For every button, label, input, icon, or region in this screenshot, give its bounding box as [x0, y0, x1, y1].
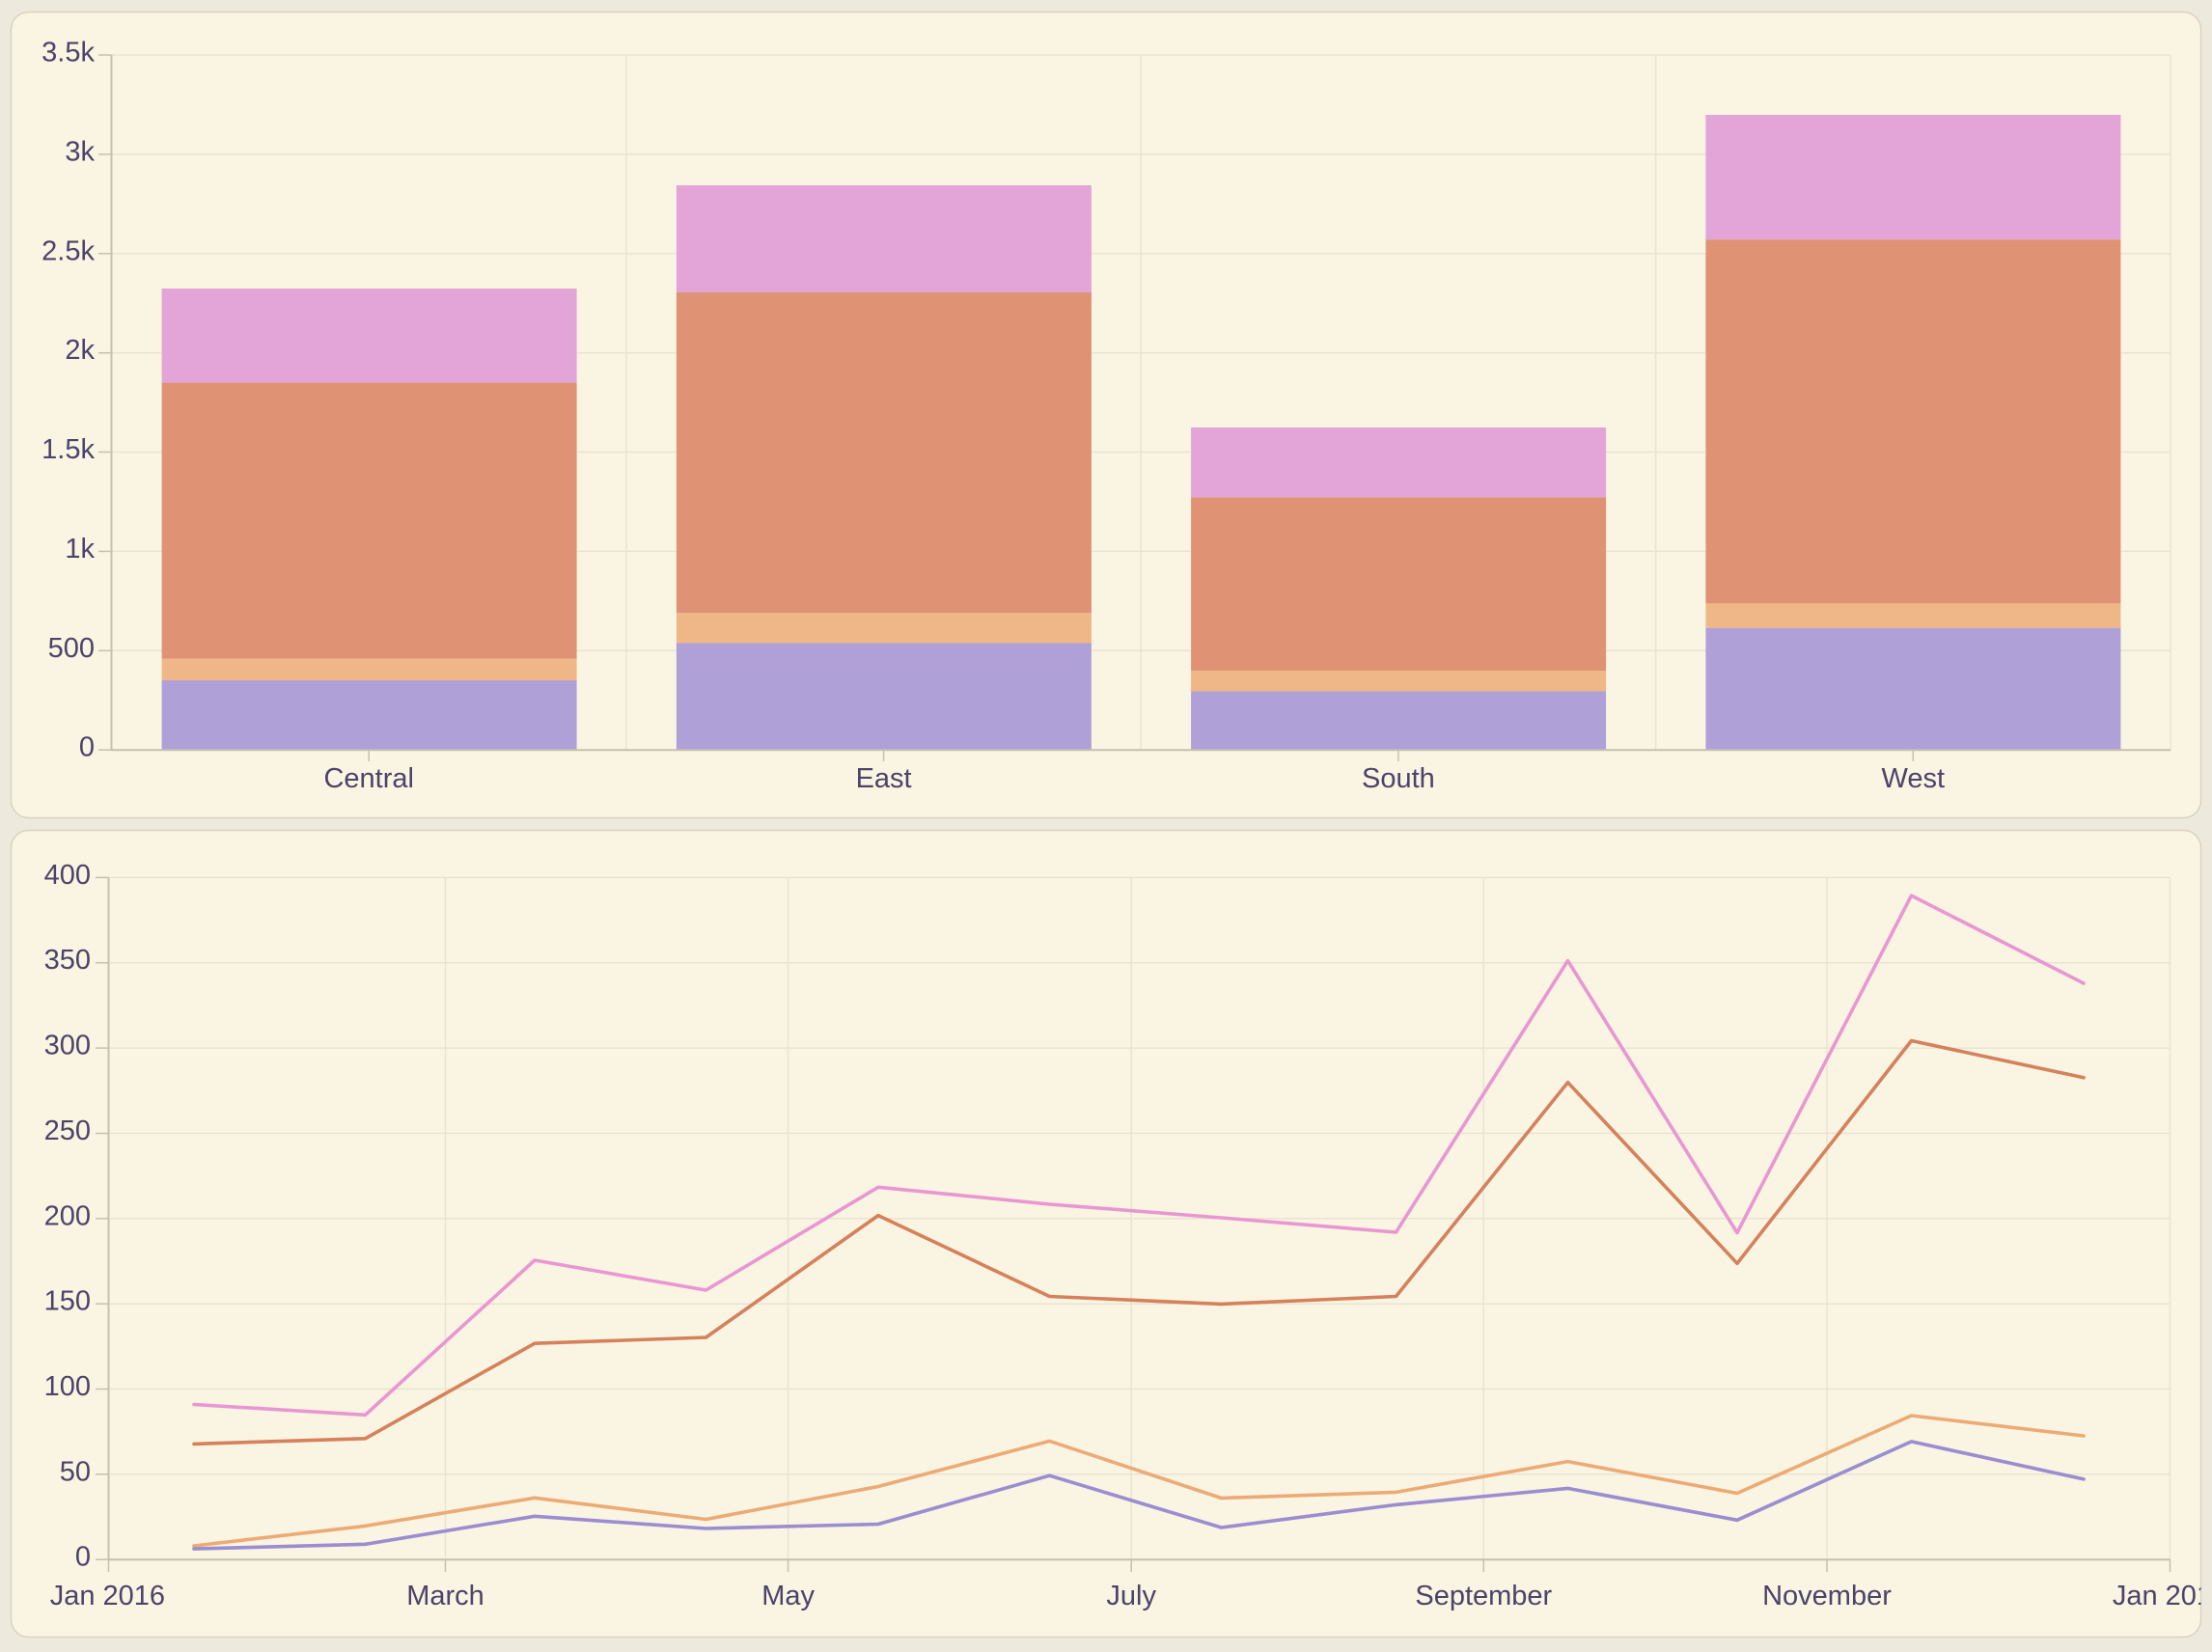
svg-text:400: 400: [44, 860, 91, 891]
svg-text:West: West: [1882, 763, 1946, 794]
svg-text:300: 300: [44, 1031, 91, 1061]
svg-text:May: May: [761, 1581, 815, 1611]
svg-text:50: 50: [60, 1456, 91, 1487]
svg-text:East: East: [856, 763, 912, 794]
svg-text:150: 150: [44, 1286, 91, 1317]
svg-text:Central: Central: [323, 763, 414, 794]
svg-text:March: March: [406, 1581, 484, 1611]
svg-text:100: 100: [44, 1371, 91, 1402]
svg-text:1k: 1k: [65, 534, 95, 564]
svg-text:350: 350: [44, 945, 91, 976]
svg-text:Jan 2016: Jan 2016: [50, 1581, 165, 1611]
svg-text:2k: 2k: [65, 335, 95, 366]
svg-text:November: November: [1762, 1581, 1892, 1611]
svg-text:Jan 2017: Jan 2017: [2113, 1581, 2212, 1611]
svg-text:200: 200: [44, 1200, 91, 1231]
svg-text:0: 0: [75, 1542, 91, 1573]
svg-text:2.5k: 2.5k: [41, 235, 95, 266]
svg-text:September: September: [1415, 1581, 1552, 1611]
svg-text:0: 0: [79, 732, 95, 763]
svg-text:July: July: [1106, 1581, 1156, 1611]
svg-text:3k: 3k: [65, 136, 95, 167]
svg-text:1.5k: 1.5k: [41, 434, 95, 465]
svg-text:500: 500: [48, 633, 95, 664]
svg-text:250: 250: [44, 1115, 91, 1146]
svg-text:3.5k: 3.5k: [41, 38, 95, 69]
svg-text:South: South: [1362, 763, 1435, 794]
